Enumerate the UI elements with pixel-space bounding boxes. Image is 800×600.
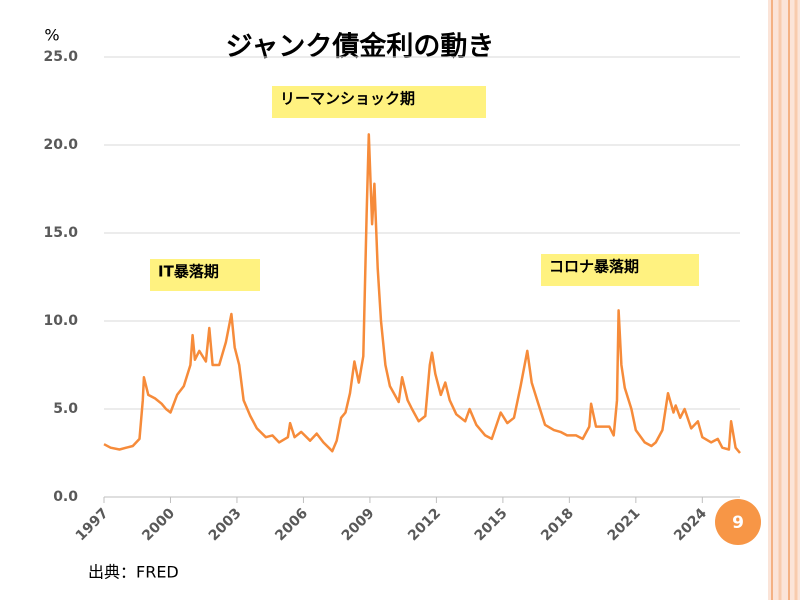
page-number: 9 <box>732 513 744 533</box>
annotation-box <box>150 259 260 291</box>
chart-title: ジャンク債金利の動き <box>226 31 495 63</box>
data-line <box>103 133 741 454</box>
y-tick-label: 0.0 <box>53 489 78 505</box>
y-tick-label: 15.0 <box>43 225 78 241</box>
page-badge <box>715 499 761 545</box>
y-tick-label: 20.0 <box>43 137 78 153</box>
annotation: リーマンショック期 <box>280 90 415 108</box>
y-tick-label: 10.0 <box>43 313 78 329</box>
annotation-box <box>541 254 699 286</box>
source-note: 出典：FRED <box>88 563 179 582</box>
annotation: コロナ暴落期 <box>549 258 639 276</box>
annotation-box <box>272 86 486 118</box>
annotation: IT暴落期 <box>158 263 219 281</box>
y-tick-label: 5.0 <box>53 401 78 417</box>
y-tick-label: 25.0 <box>43 49 78 65</box>
y-axis-unit: % <box>44 26 59 45</box>
